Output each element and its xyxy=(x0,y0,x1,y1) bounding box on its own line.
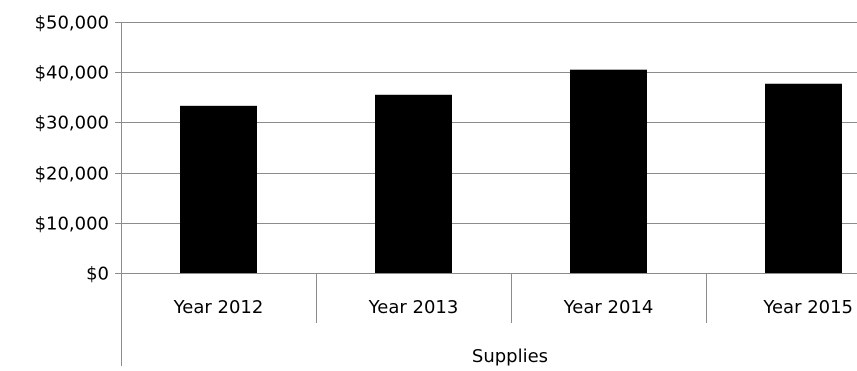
x-category-label: Year 2014 xyxy=(563,297,654,318)
x-axis-group-label: Supplies xyxy=(472,346,548,367)
x-category-label: Year 2012 xyxy=(173,297,264,318)
x-axis-category-labels: Year 2012 Year 2013 Year 2014 Year 2015 xyxy=(173,297,853,318)
y-tick-label: $40,000 xyxy=(35,63,109,84)
bar xyxy=(375,95,452,273)
y-tick-label: $10,000 xyxy=(35,214,109,235)
bar xyxy=(765,84,842,273)
x-category-label: Year 2015 xyxy=(762,297,853,318)
y-tick-label: $0 xyxy=(86,264,109,285)
y-tick-label: $50,000 xyxy=(35,13,109,34)
bar xyxy=(570,70,647,273)
x-category-label: Year 2013 xyxy=(368,297,459,318)
y-tick-label: $20,000 xyxy=(35,164,109,185)
y-axis-tick-labels: $0 $10,000 $20,000 $30,000 $40,000 $50,000 xyxy=(35,13,109,285)
bar xyxy=(180,106,257,273)
bars xyxy=(180,70,842,273)
y-tick-label: $30,000 xyxy=(35,113,109,134)
